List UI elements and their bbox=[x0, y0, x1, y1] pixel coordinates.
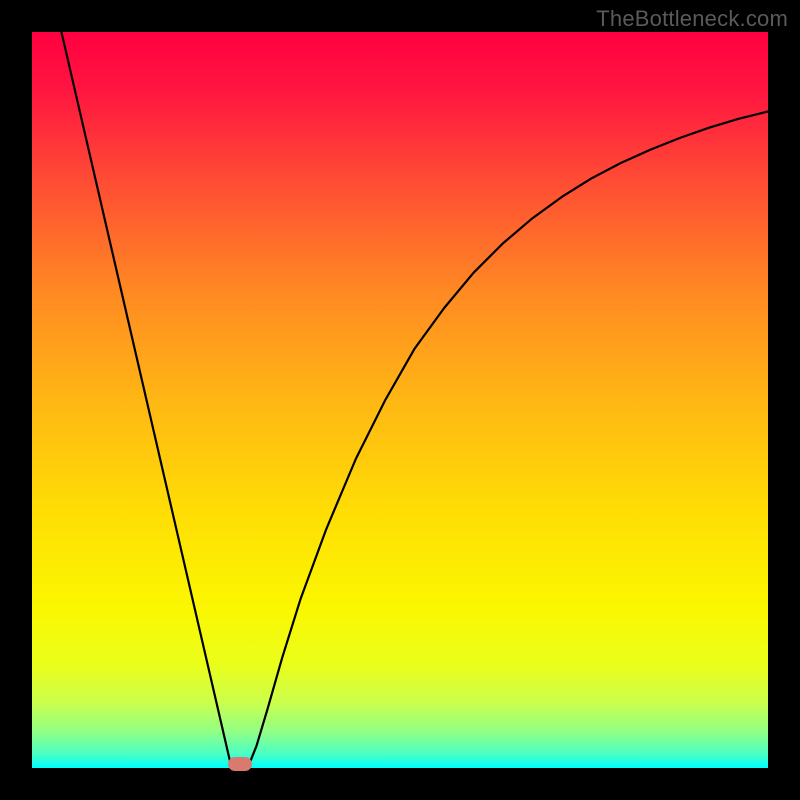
plot-svg bbox=[32, 32, 768, 768]
watermark-text: TheBottleneck.com bbox=[596, 6, 788, 32]
valley-marker bbox=[228, 757, 252, 771]
chart-container: TheBottleneck.com bbox=[0, 0, 800, 800]
gradient-background bbox=[32, 32, 768, 768]
plot-area bbox=[32, 32, 768, 768]
